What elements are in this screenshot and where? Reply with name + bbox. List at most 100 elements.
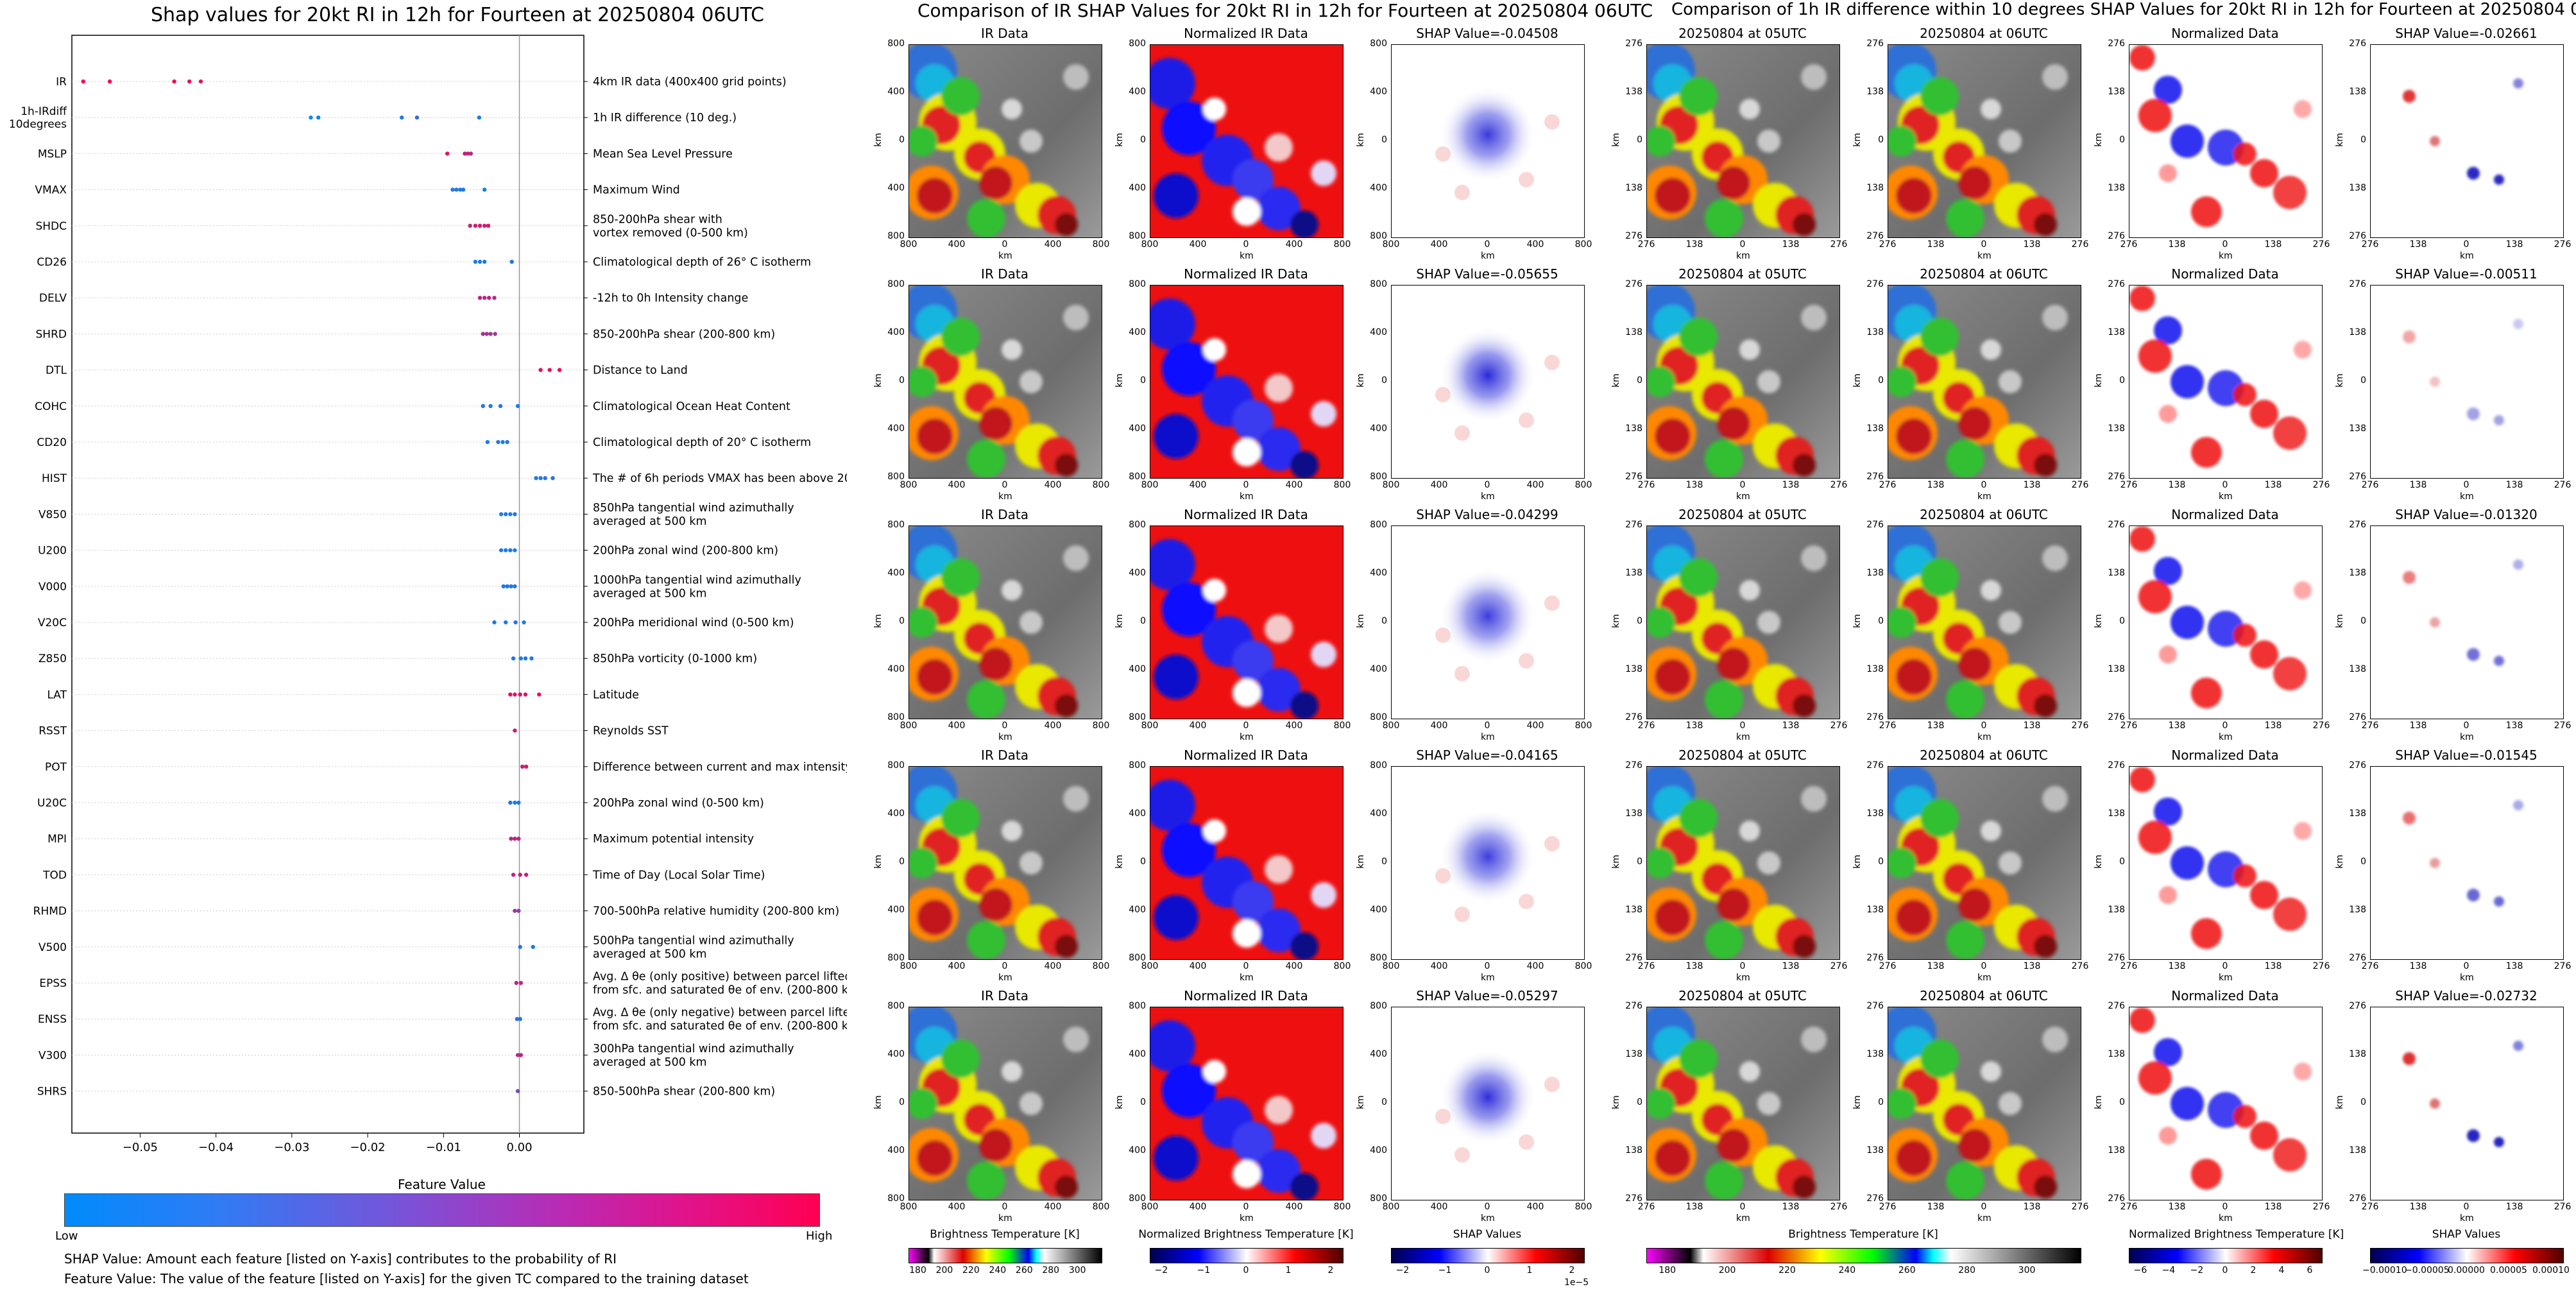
diff-blob (2191, 1159, 2222, 1190)
diffshap-speckle (2494, 175, 2504, 185)
normalized-blob (1233, 159, 1274, 200)
y-tick-label: 400 (1370, 327, 1387, 337)
convection-blob (1896, 900, 1932, 935)
y-tick-label: 276 (2349, 279, 2366, 289)
shap-point (473, 223, 478, 228)
x-tick-label: 0 (2222, 721, 2228, 731)
x-tick-label: 800 (1092, 239, 1110, 250)
shap-point (477, 296, 482, 300)
colorbar-tick-label: 280 (1042, 1265, 1060, 1276)
feature-name: 10degrees (9, 118, 67, 131)
diffshap-speckle (2494, 896, 2504, 907)
y-tick-label: 138 (1866, 1145, 1884, 1156)
convection-blob (1946, 680, 1984, 719)
y-tick-label: 400 (1129, 905, 1146, 915)
x-tick-label: 0 (1739, 480, 1746, 490)
y-tick-label: 800 (1370, 760, 1387, 771)
image-panel (2129, 766, 2323, 960)
y-tick-label: 276 (2349, 231, 2366, 241)
y-tick-label: 276 (2108, 279, 2125, 289)
convection-blob (1063, 1027, 1089, 1052)
convection-blob (1946, 199, 1984, 237)
colorbar-label: Normalized Brightness Temperature [K] (2129, 1228, 2344, 1241)
y-tick-label: 138 (2108, 327, 2125, 337)
colorbar-label: Normalized Brightness Temperature [K] (1138, 1228, 1354, 1241)
y-tick-label: 800 (1129, 279, 1146, 289)
feature-description: 4km IR data (400x400 grid points) (593, 76, 787, 89)
shap-point (487, 296, 491, 300)
convection-blob (1002, 1061, 1022, 1082)
diff-blob (2129, 526, 2155, 552)
y-tick-label: 400 (1370, 905, 1387, 915)
y-tick-label: 138 (1866, 327, 1884, 337)
y-tick-label: 276 (1866, 520, 1884, 530)
panel-image (1392, 767, 1584, 959)
convection-blob (1920, 77, 1959, 115)
diff-blob (2138, 1061, 2172, 1095)
y-tick-label: 138 (1625, 423, 1642, 434)
colorbar-label: SHAP Values (2432, 1228, 2501, 1241)
x-tick-label: 800 (1092, 721, 1110, 731)
shap-point (524, 873, 529, 877)
shap-point (482, 259, 487, 264)
diff-blob (2294, 100, 2312, 118)
colorbar-tick-label: 280 (1958, 1265, 1976, 1276)
convection-blob (1655, 659, 1691, 695)
convection-blob (1920, 318, 1959, 356)
y-tick-label: 0 (1878, 1097, 1884, 1107)
feature-name: RSST (38, 725, 67, 738)
convection-blob (1757, 1092, 1780, 1115)
diffshap-background (2371, 45, 2563, 237)
normalized-blob (1233, 198, 1261, 226)
x-tick-label: 276 (2361, 239, 2379, 250)
x-tick-label: 400 (1526, 961, 1544, 971)
convection-blob (1717, 1129, 1750, 1162)
convection-blob (1793, 1175, 1816, 1199)
diff-blob (2154, 316, 2182, 345)
y-tick-label: 400 (1129, 183, 1146, 193)
diff-blob (2233, 624, 2256, 647)
y-tick-label: 138 (2349, 327, 2366, 337)
x-tick-label: 276 (2312, 721, 2330, 731)
y-tick-label: 400 (1129, 327, 1146, 337)
convection-blob (967, 440, 1005, 478)
normalized-blob (1265, 374, 1293, 402)
y-tick-label: 400 (1370, 423, 1387, 434)
x-tick-label: 276 (1637, 480, 1655, 490)
normalized-blob (1162, 823, 1216, 877)
x-tick-label: 0 (1243, 239, 1249, 250)
y-tick-label: 276 (2349, 760, 2366, 771)
normalized-blob (1154, 654, 1198, 699)
convection-blob (1655, 178, 1691, 214)
shap-point (504, 512, 508, 516)
x-tick-label: 400 (1430, 721, 1448, 731)
x-axis-label: km (1977, 973, 1992, 983)
shap-point (481, 332, 485, 336)
y-axis-label: km (1852, 614, 1863, 628)
y-axis-label: km (873, 373, 883, 388)
x-tick-label: 276 (1830, 721, 1848, 731)
x-tick-label: 276 (2554, 480, 2572, 490)
shap-point (513, 837, 517, 841)
x-tick-label: 138 (2168, 1202, 2186, 1212)
normalized-blob (1233, 881, 1274, 922)
y-axis-label: km (1610, 1095, 1621, 1109)
diff-blob (2138, 821, 2172, 854)
panel-title: IR Data (981, 26, 1028, 41)
shap-point (501, 584, 506, 588)
shap-point (468, 151, 473, 156)
convection-blob (941, 799, 980, 837)
y-tick-label: 276 (2108, 520, 2125, 530)
y-tick-label: 138 (1866, 808, 1884, 819)
y-tick-label: 276 (1625, 520, 1642, 530)
image-panel (908, 44, 1102, 238)
panel-title: SHAP Value=-0.02661 (2395, 26, 2538, 41)
image-panel (2129, 525, 2323, 719)
shap-point (513, 909, 517, 913)
shap-point (316, 115, 321, 120)
normalized-blob (1233, 400, 1274, 441)
diff-blob (2273, 898, 2307, 931)
convection-blob (1981, 339, 2001, 360)
y-tick-label: 276 (1866, 279, 1884, 289)
convection-blob (1896, 418, 1932, 454)
